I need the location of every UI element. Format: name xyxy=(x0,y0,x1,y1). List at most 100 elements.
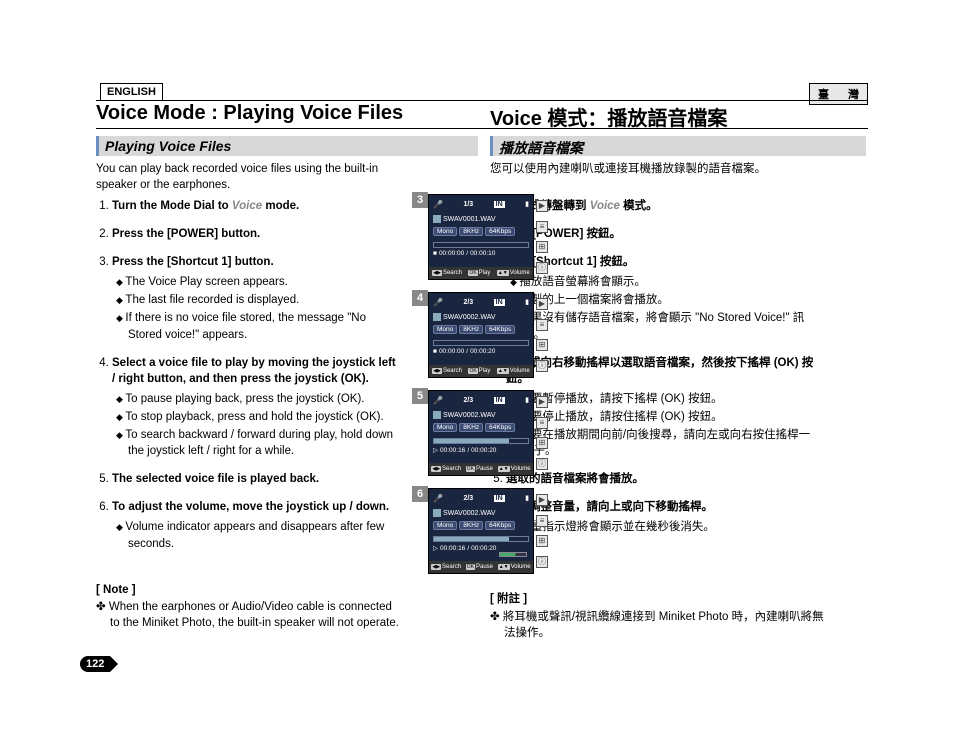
side-icon: ⓘ xyxy=(536,262,548,274)
device-screenshot: 6 🎤2/3IN▮ SWAV0002.WAV Mono8KHz64Kbps ▷ 00:0… xyxy=(414,488,548,578)
time-row: ■ 00:00:00/00:00:20 xyxy=(433,348,529,355)
lcd-bottom-bar: ◀▶SearchOKPlay▲▼Volume xyxy=(429,267,533,279)
screenshot-step-tag: 4 xyxy=(412,290,428,306)
note-en: [ Note ] When the earphones or Audio/Vid… xyxy=(96,576,400,631)
side-icon-strip: ▶≡⊞ⓘ xyxy=(536,488,550,574)
chip-row: Mono8KHz64Kbps xyxy=(433,423,529,432)
volume-indicator xyxy=(499,552,527,557)
step-item: 按下 [POWER] 按鈕。 xyxy=(506,226,818,242)
filename: SWAV0001.WAV xyxy=(443,216,496,223)
step-subitem: 音量指示燈將會顯示並在幾秒後消失。 xyxy=(510,519,818,535)
hint-search: ◀▶Search xyxy=(431,564,461,570)
chip: Mono xyxy=(433,521,457,530)
step-item: To adjust the volume, move the joystick … xyxy=(112,499,402,551)
screenshot-step-tag: 5 xyxy=(412,388,428,404)
rule-top xyxy=(96,100,868,101)
battery-icon: ▮ xyxy=(525,396,529,404)
file-icon xyxy=(433,313,441,321)
chip: Mono xyxy=(433,227,457,236)
chip-row: Mono8KHz64Kbps xyxy=(433,227,529,236)
step-subitem: 錄製的上一個檔案將會播放。 xyxy=(510,292,818,308)
lcd-bottom-bar: ◀▶SearchOKPlay▲▼Volume xyxy=(429,365,533,377)
lang-badge-en: ENGLISH xyxy=(100,83,163,101)
step-subitem: To stop playback, press and hold the joy… xyxy=(116,409,402,425)
step-item: The selected voice file is played back. xyxy=(112,471,402,487)
chip: 8KHz xyxy=(459,423,483,432)
step-item: 將模式轉盤轉到 Voice 模式。 xyxy=(506,198,818,214)
voice-mode-word: Voice xyxy=(232,200,262,212)
chip-row: Mono8KHz64Kbps xyxy=(433,521,529,530)
chip: Mono xyxy=(433,423,457,432)
hint-ok: OKPause xyxy=(466,466,493,472)
side-icon: ⓘ xyxy=(536,556,548,568)
step-item: 按下 [Shortcut 1] 按鈕。播放語音螢幕將會顯示。錄製的上一個檔案將會… xyxy=(506,254,818,342)
step-sublist: The Voice Play screen appears.The last f… xyxy=(112,274,402,342)
hint-volume: ▲▼Volume xyxy=(498,564,531,570)
lcd-screen: 🎤1/3IN▮SWAV0001.WAVMono8KHz64Kbps■ 00:00… xyxy=(428,194,534,280)
chip: 8KHz xyxy=(459,325,483,334)
lcd-screen: 🎤2/3IN▮SWAV0002.WAVMono8KHz64Kbps▷ 00:00… xyxy=(428,390,534,476)
title-en: Voice Mode : Playing Voice Files xyxy=(96,102,403,125)
step-item: 若要調整音量，請向上或向下移動搖桿。音量指示燈將會顯示並在幾秒後消失。 xyxy=(506,499,818,535)
screenshot-step-tag: 6 xyxy=(412,486,428,502)
lcd-topbar: 🎤2/3IN▮ xyxy=(433,395,529,405)
filename-row: SWAV0001.WAV xyxy=(433,215,529,223)
mic-icon: 🎤 xyxy=(433,396,443,405)
chip-row: Mono8KHz64Kbps xyxy=(433,325,529,334)
chip: 64Kbps xyxy=(485,325,515,334)
time-elapsed: 00:00:16 xyxy=(440,545,465,552)
side-icon-strip: ▶≡⊞ⓘ xyxy=(536,390,550,476)
storage-in: IN xyxy=(494,201,505,208)
hint-volume: ▲▼Volume xyxy=(498,466,531,472)
progress-bar xyxy=(433,536,529,542)
side-icon: ▶ xyxy=(536,298,548,310)
lcd-screen: 🎤2/3IN▮ SWAV0002.WAV Mono8KHz64Kbps ▷ 00:00… xyxy=(428,488,534,574)
time-row: ▷ 00:00:16/00:00:20 xyxy=(433,446,529,454)
file-counter: 2/3 xyxy=(463,299,473,306)
storage-in: IN xyxy=(494,397,505,404)
step-item: Press the [POWER] button. xyxy=(112,226,402,242)
note-heading-en: [ Note ] xyxy=(96,584,400,596)
device-screenshot: 5🎤2/3IN▮SWAV0002.WAVMono8KHz64Kbps▷ 00:0… xyxy=(414,390,548,480)
chip: 8KHz xyxy=(459,227,483,236)
step-item: Press the [Shortcut 1] button. The Voice … xyxy=(112,254,402,342)
side-icon: ≡ xyxy=(536,319,548,331)
hint-ok: OKPause xyxy=(466,564,493,570)
lcd-topbar: 🎤1/3IN▮ xyxy=(433,199,529,209)
side-icon-strip: ▶≡⊞ⓘ xyxy=(536,292,550,378)
chip: 64Kbps xyxy=(485,521,515,530)
device-screenshot-column: 3🎤1/3IN▮SWAV0001.WAVMono8KHz64Kbps■ 00:0… xyxy=(414,194,478,586)
step-sublist: To pause playing back, press the joystic… xyxy=(112,391,402,459)
file-icon xyxy=(433,509,441,517)
file-icon xyxy=(433,215,441,223)
play-state-icon: ■ xyxy=(433,348,437,355)
note-heading-tw: [ 附註 ] xyxy=(490,590,830,606)
progress-fill xyxy=(434,439,509,443)
play-state-icon: ▷ xyxy=(433,544,438,552)
progress-bar xyxy=(433,438,529,444)
side-icon: ≡ xyxy=(536,515,548,527)
step-sublist: 若要暫停播放，請按下搖桿 (OK) 按鈕。若要停止播放，請按住搖桿 (OK) 按… xyxy=(506,391,818,459)
step-item: Select a voice file to play by moving th… xyxy=(112,355,402,460)
intro-tw: 您可以使用內建喇叭或連接耳機播放錄製的語音檔案。 xyxy=(490,162,866,178)
side-icon: ⓘ xyxy=(536,458,548,470)
lcd-topbar: 🎤2/3IN▮ xyxy=(433,297,529,307)
time-row: ▷ 00:00:16/00:00:20 xyxy=(433,544,529,552)
side-icon: ⊞ xyxy=(536,339,548,351)
hint-search: ◀▶Search xyxy=(432,368,462,374)
chip: 8KHz xyxy=(459,521,483,530)
hint-ok: OKPlay xyxy=(468,270,490,276)
mic-icon: 🎤 xyxy=(433,298,443,307)
filename: SWAV0002.WAV xyxy=(443,510,496,517)
progress-fill xyxy=(434,537,509,541)
time-total: 00:00:20 xyxy=(471,545,496,552)
lcd-topbar: 🎤2/3IN▮ xyxy=(433,493,529,503)
hint-volume: ▲▼Volume xyxy=(497,270,530,276)
step-subitem: 如果沒有儲存語音檔案，將會顯示 "No Stored Voice!" 訊息。 xyxy=(510,310,818,342)
battery-icon: ▮ xyxy=(525,298,529,306)
intro-en: You can play back recorded voice files u… xyxy=(96,162,396,193)
device-screenshot: 4🎤2/3IN▮SWAV0002.WAVMono8KHz64Kbps■ 00:0… xyxy=(414,292,548,382)
step-title: Press the [Shortcut 1] button. xyxy=(112,256,274,268)
step-item: Turn the Mode Dial to Voice mode. xyxy=(112,198,402,214)
note-text-en: When the earphones or Audio/Video cable … xyxy=(96,600,400,631)
